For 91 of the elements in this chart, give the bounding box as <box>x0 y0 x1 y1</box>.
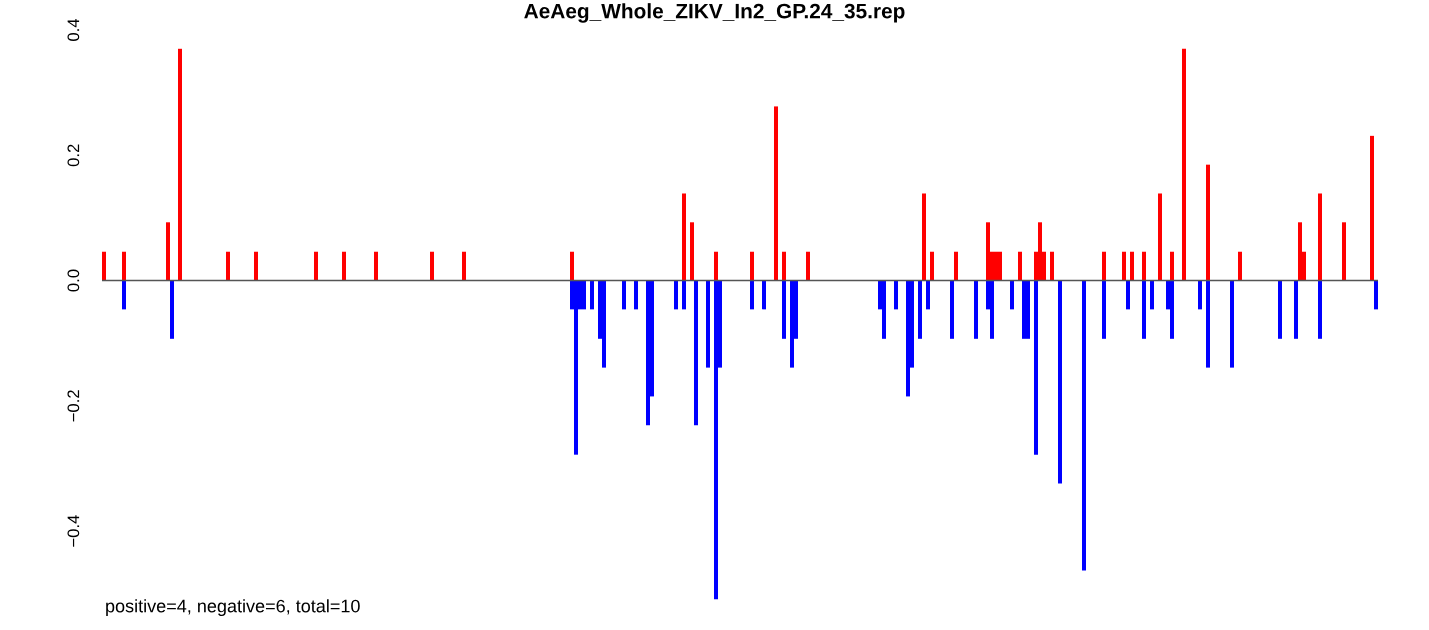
bar <box>1318 280 1322 339</box>
bar <box>1102 251 1106 281</box>
bar <box>694 280 698 426</box>
bar <box>1342 222 1346 281</box>
bar <box>974 280 978 339</box>
bar <box>782 280 786 339</box>
bar <box>690 222 694 281</box>
y-tick-label: 0.2 <box>67 144 80 167</box>
bar <box>1142 251 1146 281</box>
bar <box>1150 280 1154 310</box>
bar <box>1102 280 1106 339</box>
bar <box>906 280 910 397</box>
bar <box>882 280 886 339</box>
bar <box>1238 251 1242 281</box>
bar <box>1170 251 1174 281</box>
y-tick-label: −0.4 <box>67 515 80 547</box>
y-tick-label: −0.2 <box>67 390 80 422</box>
bar <box>634 280 638 310</box>
bar <box>762 280 766 310</box>
bar <box>1158 193 1162 281</box>
bar <box>1294 280 1298 339</box>
bar <box>1230 280 1234 368</box>
bar <box>254 251 258 281</box>
bar <box>1022 280 1026 339</box>
bar <box>1298 222 1302 281</box>
bar <box>1034 280 1038 455</box>
bar <box>1010 280 1014 310</box>
bar <box>1198 280 1202 310</box>
bar <box>1018 251 1022 281</box>
bar <box>1318 193 1322 281</box>
bar <box>682 280 686 310</box>
annotation: positive=4, negative=6, total=10 <box>106 599 360 616</box>
bar <box>790 280 794 368</box>
bar <box>706 280 710 368</box>
bar <box>998 251 1002 281</box>
bar <box>750 251 754 281</box>
bar <box>1050 251 1054 281</box>
bar <box>570 251 574 281</box>
bar <box>1038 222 1042 281</box>
bar <box>1170 280 1174 339</box>
bar <box>374 251 378 281</box>
bar <box>986 222 990 281</box>
y-tick-label: 0.4 <box>67 18 80 41</box>
bar <box>170 280 174 339</box>
bar <box>1206 280 1210 368</box>
bar <box>1182 48 1186 281</box>
bar <box>714 280 718 600</box>
bar <box>714 251 718 281</box>
bar <box>590 280 594 310</box>
bar <box>574 280 578 455</box>
bar <box>1130 251 1134 281</box>
bar <box>1082 280 1086 571</box>
bar <box>782 251 786 281</box>
bar <box>430 251 434 281</box>
bar <box>1026 280 1030 339</box>
bar <box>602 280 606 368</box>
bar <box>1142 280 1146 339</box>
bar <box>806 251 810 281</box>
bar <box>750 280 754 310</box>
bar <box>226 251 230 281</box>
bar <box>926 280 930 310</box>
bar <box>922 193 926 281</box>
bar <box>918 280 922 339</box>
bar <box>674 280 678 310</box>
bar <box>122 280 126 310</box>
chart-title: AeAeg_Whole_ZIKV_In2_GP.24_35.rep <box>524 3 905 23</box>
bar <box>954 251 958 281</box>
bar <box>1206 164 1210 281</box>
y-tick-label: 0.0 <box>67 269 80 292</box>
bar <box>990 280 994 339</box>
bar <box>682 193 686 281</box>
bar <box>342 251 346 281</box>
bar <box>314 251 318 281</box>
bar <box>646 280 650 426</box>
bar <box>582 280 586 310</box>
bar <box>1370 135 1374 281</box>
bar <box>1278 280 1282 339</box>
bar <box>178 48 182 281</box>
bar <box>930 251 934 281</box>
bar <box>894 280 898 310</box>
bar <box>1122 251 1126 281</box>
bar <box>166 222 170 281</box>
bar <box>122 251 126 281</box>
bar <box>774 106 778 281</box>
bar <box>1126 280 1130 310</box>
bar <box>1374 280 1378 310</box>
bar <box>950 280 954 339</box>
bar <box>1058 280 1062 484</box>
bar <box>102 251 106 281</box>
bar <box>462 251 466 281</box>
bar <box>622 280 626 310</box>
